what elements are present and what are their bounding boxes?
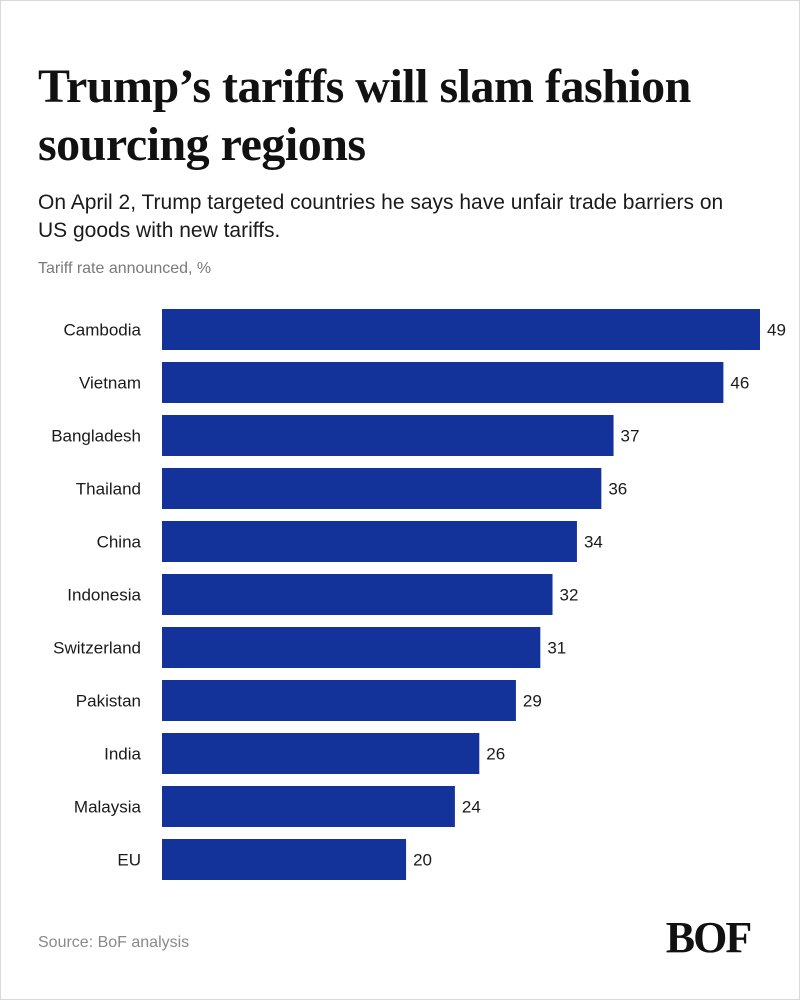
category-label: EU: [117, 851, 141, 870]
value-label: 26: [486, 745, 505, 764]
bar-vietnam: [162, 362, 724, 403]
value-label: 32: [560, 586, 579, 605]
value-label: 36: [608, 480, 627, 499]
category-label: China: [97, 533, 142, 552]
value-label: 37: [621, 427, 640, 446]
category-label: Bangladesh: [51, 427, 141, 446]
bar-chart: Cambodia 49 Vietnam 46 Bangladesh 37 Thailand 3…: [51, 309, 786, 880]
category-label: Indonesia: [67, 586, 141, 605]
category-label: Pakistan: [76, 692, 141, 711]
chart-subtitle: On April 2, Trump targeted countries he …: [38, 191, 724, 242]
value-label: 34: [584, 533, 603, 552]
bof-logo-text: BOF: [666, 913, 751, 962]
bar-malaysia: [162, 786, 455, 827]
bar-switzerland: [162, 627, 541, 668]
value-label: 46: [730, 374, 749, 393]
axis-note: Tariff rate announced, %: [38, 260, 212, 277]
bar-pakistan: [162, 680, 516, 721]
category-label: Cambodia: [64, 321, 142, 340]
bar-eu: [162, 839, 407, 880]
category-label: Vietnam: [79, 374, 141, 393]
category-label: Malaysia: [74, 798, 142, 817]
bar-thailand: [162, 468, 602, 509]
category-label: Switzerland: [53, 639, 141, 658]
bof-logo: BOF: [666, 913, 753, 962]
value-label: 29: [523, 692, 542, 711]
category-label: India: [104, 745, 141, 764]
value-label: 31: [547, 639, 566, 658]
bar-indonesia: [162, 574, 553, 615]
bar-bangladesh: [162, 415, 614, 456]
value-label: 20: [413, 851, 432, 870]
bar-china: [162, 521, 577, 562]
bar-india: [162, 733, 480, 774]
category-label: Thailand: [76, 480, 141, 499]
source-note: Source: BoF analysis: [38, 934, 190, 951]
chart-title: Trump’s tariffs will slam fashion sourci…: [38, 60, 691, 171]
value-label: 49: [767, 321, 786, 340]
value-label: 24: [462, 798, 481, 817]
bar-cambodia: [162, 309, 760, 350]
